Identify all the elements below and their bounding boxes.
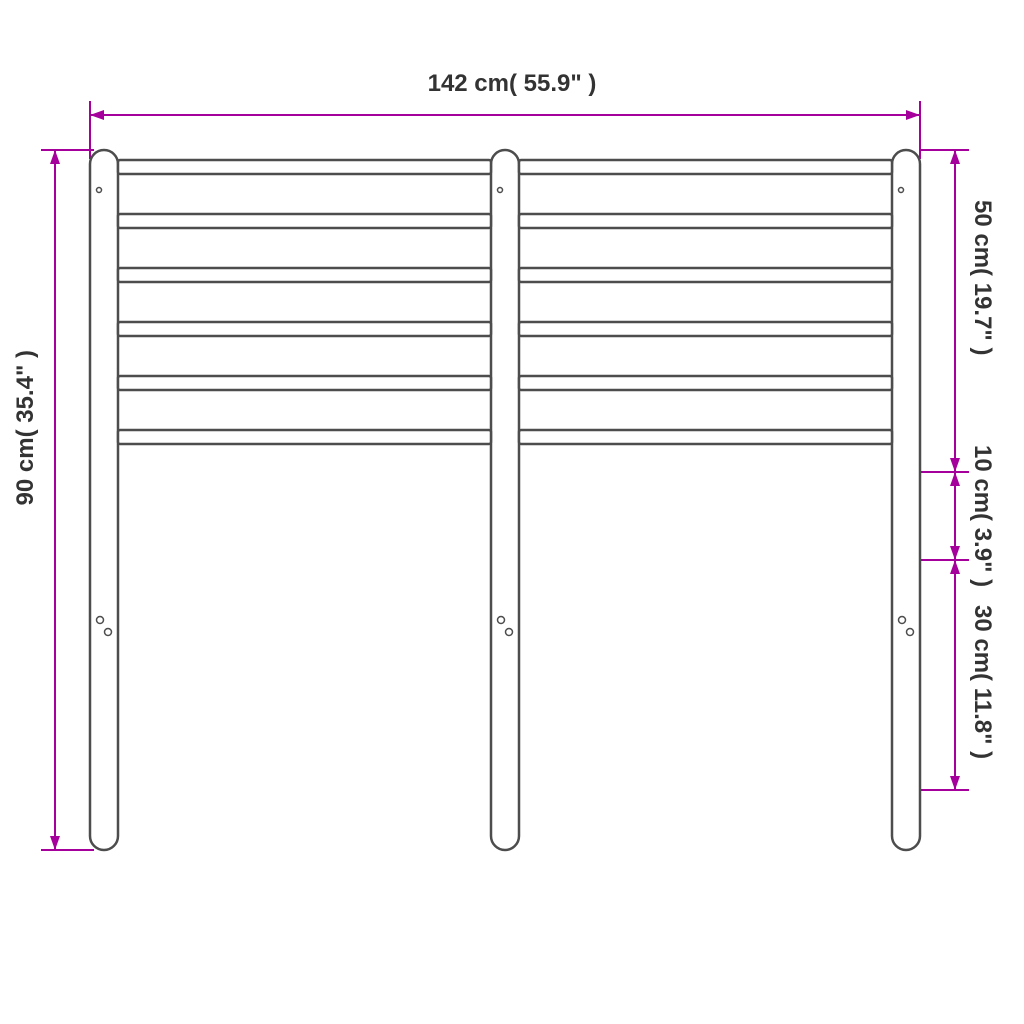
top-section-label: 50 cm( 19.7" )	[968, 200, 996, 355]
width-label: 142 cm( 55.9" )	[0, 70, 1024, 98]
bottom-section-label: 30 cm( 11.8" )	[968, 605, 996, 759]
height-label: 90 cm( 35.4" )	[12, 350, 40, 505]
diagram-container: 142 cm( 55.9" ) 90 cm( 35.4" ) 50 cm( 19…	[0, 0, 1024, 1024]
diagram-svg	[0, 0, 1024, 1024]
gap-section-label: 10 cm( 3.9" )	[968, 445, 996, 587]
